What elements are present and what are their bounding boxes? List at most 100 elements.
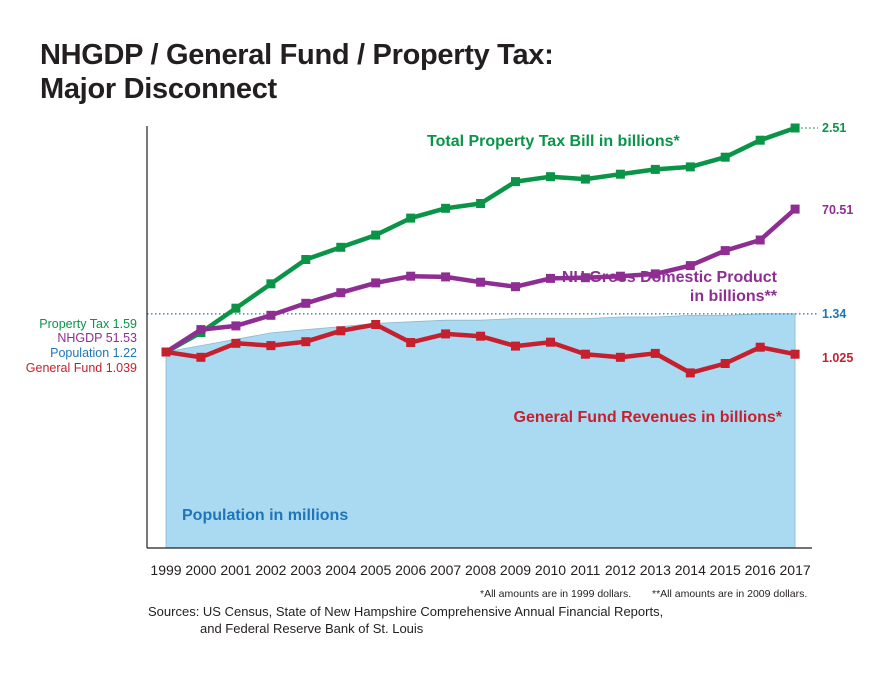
data-point-property-tax: [511, 177, 520, 187]
end-label-general-fund: 1.025: [822, 351, 853, 365]
data-point-general-fund: [406, 338, 416, 347]
data-point-property-tax: [476, 199, 486, 208]
x-tick-label: 2006: [395, 562, 426, 578]
x-tick-label: 2003: [290, 562, 321, 578]
data-point-general-fund: [196, 352, 206, 362]
reference-lines-layer: [147, 127, 818, 315]
data-point-nhgdp: [406, 271, 416, 281]
data-point-nhgdp: [650, 269, 660, 279]
series-label-nhgdp-line1: NH Gross Domestic Product: [562, 269, 778, 286]
x-tick-label: 2013: [640, 562, 671, 578]
footnote-2009-dollars: **All amounts are in 2009 dollars.: [652, 588, 808, 600]
x-tick-label: 2007: [430, 562, 461, 578]
chart-title-line-2: Major Disconnect: [40, 73, 277, 105]
series-label-nhgdp-line2: in billions**: [690, 288, 778, 305]
end-label-population: 1.34: [822, 307, 846, 321]
start-label-property-tax: Property Tax 1.59: [39, 317, 137, 331]
data-point-general-fund: [266, 341, 276, 351]
end-label-nhgdp: 70.51: [822, 203, 853, 217]
data-point-nhgdp: [720, 246, 730, 256]
data-point-nhgdp: [580, 273, 590, 283]
footnote-1999-dollars: *All amounts are in 1999 dollars.: [480, 588, 632, 600]
data-point-nhgdp: [371, 278, 381, 288]
data-point-general-fund: [441, 329, 451, 339]
data-point-general-fund: [720, 359, 730, 368]
sources-line-1: Sources: US Census, State of New Hampshi…: [148, 604, 664, 619]
data-point-general-fund: [476, 331, 486, 341]
data-point-nhgdp: [476, 277, 486, 287]
x-tick-label: 1999: [150, 562, 181, 578]
data-point-nhgdp: [196, 325, 206, 335]
x-tick-label: 2000: [185, 562, 216, 578]
start-label-nhgdp: NHGDP 51.53: [57, 331, 137, 345]
data-point-general-fund: [755, 342, 765, 352]
axes-layer: [146, 126, 812, 549]
x-tick-label: 2009: [500, 562, 531, 578]
data-point-property-tax: [266, 279, 276, 289]
data-point-property-tax: [441, 203, 451, 213]
x-tick-label: 2017: [780, 562, 811, 578]
series-lines-layer: [161, 123, 800, 378]
start-label-population: Population 1.22: [50, 346, 137, 360]
data-point-general-fund: [371, 320, 381, 329]
data-point-property-tax: [301, 255, 311, 264]
data-point-nhgdp: [266, 310, 276, 320]
population-area: [165, 313, 796, 549]
x-tick-labels: 1999 2000 2001 2002 2003 2004 2005 2006 2007 2008…: [150, 562, 810, 578]
data-point-property-tax: [336, 242, 346, 252]
data-point-nhgdp: [546, 273, 555, 283]
chart-title-line-1: NHGDP / General Fund / Property Tax:: [40, 39, 554, 71]
data-point-property-tax: [371, 230, 381, 240]
data-point-property-tax: [755, 135, 765, 145]
series-label-population: Population in millions: [182, 507, 348, 524]
x-tick-label: 2015: [710, 562, 741, 578]
data-point-general-fund: [615, 352, 625, 362]
data-point-property-tax: [580, 174, 590, 184]
population-area-layer: [165, 313, 796, 549]
data-point-general-fund: [580, 349, 590, 359]
x-tick-label: 2010: [535, 562, 566, 578]
data-point-nhgdp: [615, 271, 625, 281]
data-point-general-fund: [546, 337, 555, 347]
data-point-general-fund: [336, 326, 346, 336]
data-point-general-fund: [161, 347, 171, 357]
sources-line-2: and Federal Reserve Bank of St. Louis: [200, 621, 424, 636]
data-point-nhgdp: [685, 261, 695, 271]
x-tick-label: 2011: [570, 562, 600, 578]
data-point-property-tax: [720, 152, 730, 162]
x-tick-label: 2004: [325, 562, 356, 578]
data-point-property-tax: [615, 169, 625, 179]
data-point-general-fund: [301, 337, 311, 347]
data-point-general-fund: [650, 348, 660, 358]
data-point-property-tax: [546, 172, 555, 182]
x-tick-label: 2002: [255, 562, 286, 578]
data-point-nhgdp: [790, 204, 800, 214]
data-point-general-fund: [685, 368, 695, 378]
x-tick-label: 2001: [220, 562, 251, 578]
data-point-property-tax: [650, 164, 660, 174]
sources-note: Sources: US Census, State of New Hampshi…: [148, 603, 663, 637]
series-label-property-tax: Total Property Tax Bill in billions*: [427, 133, 681, 150]
x-tick-label: 2012: [605, 562, 636, 578]
data-point-property-tax: [231, 303, 241, 313]
start-label-general-fund: General Fund 1.039: [26, 361, 137, 375]
data-point-property-tax: [406, 213, 416, 223]
x-tick-label: 2016: [745, 562, 776, 578]
data-point-nhgdp: [231, 321, 241, 331]
data-point-general-fund: [231, 338, 241, 348]
data-point-general-fund: [511, 341, 520, 351]
data-point-nhgdp: [755, 235, 765, 245]
series-label-general-fund: General Fund Revenues in billions*: [514, 409, 783, 426]
data-point-general-fund: [790, 349, 800, 359]
end-label-property-tax: 2.51: [822, 121, 846, 135]
x-tick-label: 2005: [360, 562, 391, 578]
series-labels-layer: Total Property Tax Bill in billions* NH …: [26, 121, 854, 524]
chart-title: NHGDP / General Fund / Property Tax: Maj…: [40, 38, 554, 106]
x-tick-label: 2008: [465, 562, 496, 578]
x-tick-label: 2014: [675, 562, 706, 578]
data-point-nhgdp: [336, 288, 346, 298]
data-point-property-tax: [790, 123, 800, 133]
data-point-property-tax: [685, 162, 695, 172]
data-point-nhgdp: [511, 282, 520, 292]
